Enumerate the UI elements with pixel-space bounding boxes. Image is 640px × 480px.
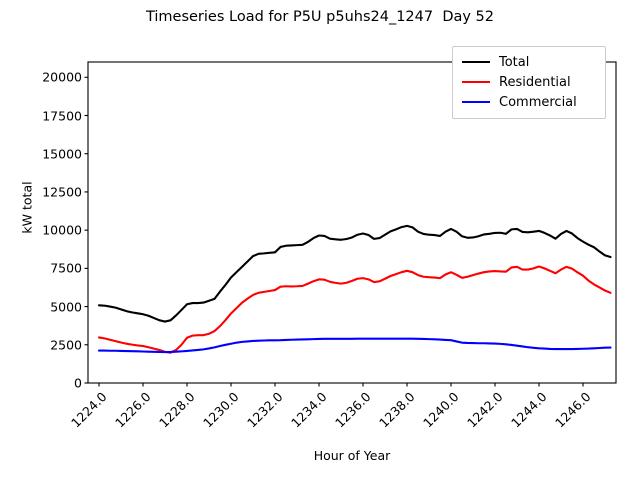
series-line-total [97, 224, 612, 323]
legend-swatch-icon [462, 81, 490, 83]
y-tick-label: 0 [74, 375, 82, 391]
legend: Total Residential Commercial [452, 46, 606, 119]
series-line-commercial [97, 337, 612, 354]
y-tick-label: 17500 [42, 108, 82, 123]
series-line-residential [97, 265, 612, 354]
legend-item-residential[interactable]: Residential [460, 72, 598, 92]
legend-item-total[interactable]: Total [460, 52, 598, 72]
legend-swatch-icon [462, 101, 490, 103]
y-tick-label: 20000 [42, 69, 82, 85]
y-tick-label: 7500 [50, 260, 82, 276]
axes-frame [87, 61, 617, 384]
tick-marks [84, 76, 584, 387]
legend-label: Total [499, 54, 530, 70]
legend-label: Commercial [499, 94, 577, 110]
legend-swatch-icon [462, 61, 490, 63]
legend-label: Residential [499, 74, 571, 90]
y-tick-label: 10000 [42, 222, 82, 238]
chart-title: Timeseries Load for P5U p5uhs24_1247 Day… [145, 9, 495, 25]
series-lines [97, 224, 612, 354]
y-tick-label: 2500 [50, 337, 82, 353]
y-tick-label: 5000 [50, 299, 82, 315]
x-axis-label: Hour of Year [313, 448, 391, 463]
legend-item-commercial[interactable]: Commercial [460, 92, 598, 112]
plot-border [87, 61, 617, 384]
y-tick-label: 12500 [42, 184, 82, 200]
y-tick-label: 15000 [42, 146, 82, 162]
